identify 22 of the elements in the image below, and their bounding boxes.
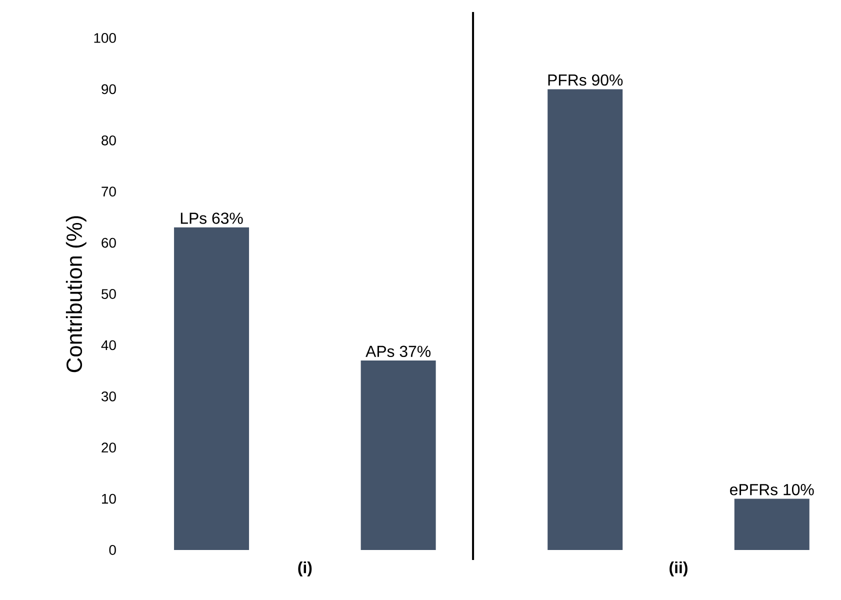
y-tick-label: 0 (109, 545, 116, 555)
y-tick-label: 90 (102, 84, 116, 94)
y-tick-label: 20 (102, 442, 116, 453)
data-label: ePFRs 10% (730, 484, 814, 496)
bar (360, 360, 436, 550)
y-axis-title: Contribution (%) (66, 216, 86, 372)
text: (i) (298, 562, 312, 576)
y-tick-label: 100 (94, 33, 116, 43)
bar (548, 89, 623, 550)
y-tick-label: 50 (102, 289, 116, 299)
y-tick-label: 70 (102, 186, 116, 197)
y-tick-label: 60 (102, 238, 116, 248)
y-tick-label: 40 (101, 340, 116, 350)
bar (734, 498, 810, 550)
y-tick-label: 30 (102, 391, 116, 402)
bar (174, 227, 250, 550)
data-label: LPs 63% (180, 212, 243, 224)
data-label: APs 37% (366, 346, 431, 358)
y-tick-label: 10 (102, 494, 116, 504)
text: (ii) (670, 562, 688, 576)
data-label: PFRs 90% (548, 74, 623, 86)
y-tick-label: 80 (102, 135, 116, 146)
